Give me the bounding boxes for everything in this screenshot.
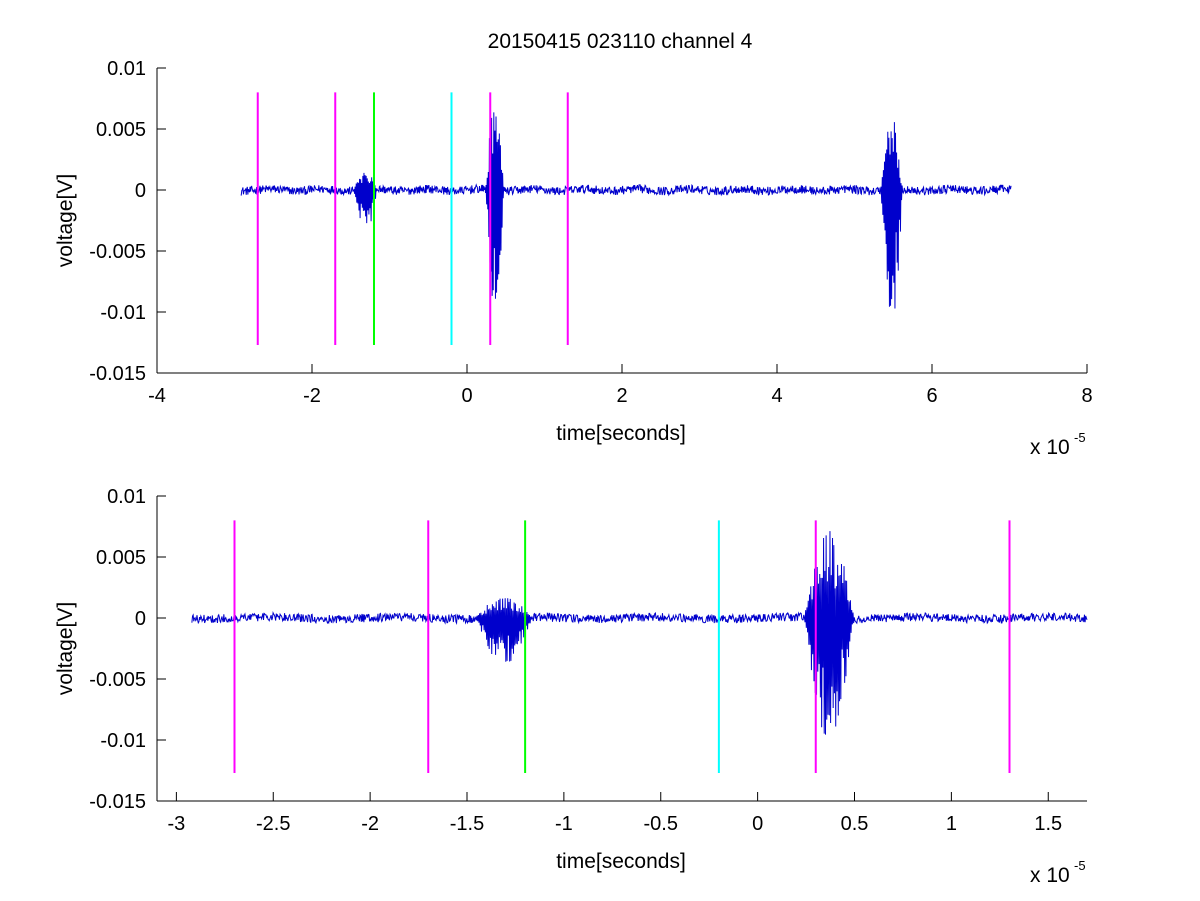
- x-tick-label: 4: [771, 385, 782, 407]
- y-tick-label: -0.005: [89, 669, 146, 691]
- x-axis-label: time[seconds]: [556, 850, 686, 873]
- x-tick-label: -1: [555, 813, 573, 835]
- x-tick-label: 1.5: [1034, 813, 1062, 835]
- y-tick-label: 0: [135, 180, 146, 202]
- y-axis-label: voltage[V]: [54, 174, 77, 267]
- figure-title: 20150415 023110 channel 4: [488, 30, 753, 53]
- x-multiplier: x 10: [1030, 864, 1070, 887]
- signal-trace: [191, 531, 1088, 735]
- x-multiplier: x 10: [1030, 436, 1070, 459]
- x-multiplier-exponent: -5: [1074, 858, 1086, 873]
- x-tick-label: -2: [361, 813, 379, 835]
- bottom-plot: -3 -2.5 -2 -1.5 -1 -0.5 0 0.5 1 1.5 -0.015 -0.01 -0.…: [54, 486, 1088, 887]
- y-axis-label: voltage[V]: [54, 602, 77, 695]
- signal-trace: [240, 112, 1012, 309]
- x-multiplier-exponent: -5: [1074, 430, 1086, 445]
- y-tick-label: -0.01: [100, 302, 146, 324]
- x-axis-label: time[seconds]: [556, 422, 686, 445]
- y-tick-label: -0.005: [89, 241, 146, 263]
- top-plot: -4 -2 0 2 4 6 8 -0.015 -0.01 -0.005 0 0.005 0.01 time…: [54, 58, 1093, 459]
- y-tick-label: 0: [135, 608, 146, 630]
- x-tick-label: 6: [926, 385, 937, 407]
- x-tick-label: 0.5: [841, 813, 869, 835]
- x-tick-label: -3: [167, 813, 185, 835]
- y-tick-label: 0.005: [96, 119, 146, 141]
- x-tick-label: -0.5: [644, 813, 678, 835]
- x-tick-label: 1: [946, 813, 957, 835]
- x-tick-label: 0: [752, 813, 763, 835]
- x-tick-label: -2: [303, 385, 321, 407]
- y-tick-label: 0.005: [96, 547, 146, 569]
- x-tick-label: 0: [461, 385, 472, 407]
- y-tick-label: -0.015: [89, 791, 146, 813]
- x-tick-label: -2.5: [256, 813, 290, 835]
- x-tick-label: 2: [616, 385, 627, 407]
- x-tick-label: 8: [1081, 385, 1092, 407]
- y-tick-label: 0.01: [107, 486, 146, 508]
- y-tick-label: -0.015: [89, 363, 146, 385]
- y-tick-label: 0.01: [107, 58, 146, 80]
- x-tick-label: -4: [148, 385, 166, 407]
- y-tick-label: -0.01: [100, 730, 146, 752]
- x-tick-label: -1.5: [450, 813, 484, 835]
